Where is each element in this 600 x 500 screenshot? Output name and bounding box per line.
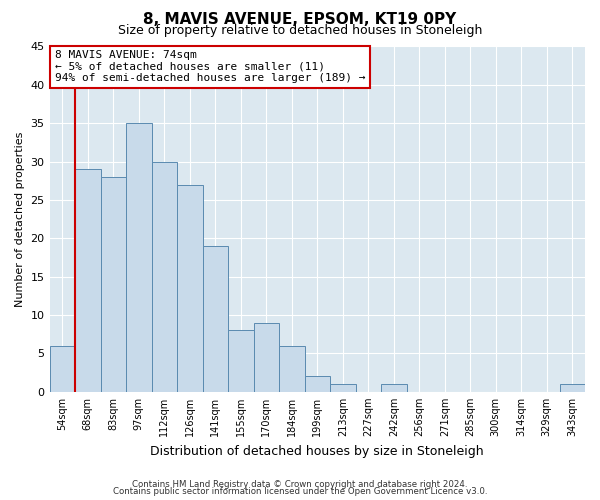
Y-axis label: Number of detached properties: Number of detached properties: [15, 132, 25, 307]
Text: 8, MAVIS AVENUE, EPSOM, KT19 0PY: 8, MAVIS AVENUE, EPSOM, KT19 0PY: [143, 12, 457, 28]
Bar: [228, 330, 254, 392]
Bar: [381, 384, 407, 392]
Text: Contains HM Land Registry data © Crown copyright and database right 2024.: Contains HM Land Registry data © Crown c…: [132, 480, 468, 489]
Bar: [126, 123, 152, 392]
Bar: [101, 177, 126, 392]
Text: Size of property relative to detached houses in Stoneleigh: Size of property relative to detached ho…: [118, 24, 482, 37]
Bar: [50, 346, 75, 392]
Bar: [560, 384, 585, 392]
Text: 8 MAVIS AVENUE: 74sqm
← 5% of detached houses are smaller (11)
94% of semi-detac: 8 MAVIS AVENUE: 74sqm ← 5% of detached h…: [55, 50, 365, 83]
Bar: [75, 170, 101, 392]
X-axis label: Distribution of detached houses by size in Stoneleigh: Distribution of detached houses by size …: [151, 444, 484, 458]
Bar: [330, 384, 356, 392]
Bar: [279, 346, 305, 392]
Bar: [177, 184, 203, 392]
Bar: [152, 162, 177, 392]
Bar: [203, 246, 228, 392]
Bar: [305, 376, 330, 392]
Bar: [254, 322, 279, 392]
Text: Contains public sector information licensed under the Open Government Licence v3: Contains public sector information licen…: [113, 487, 487, 496]
